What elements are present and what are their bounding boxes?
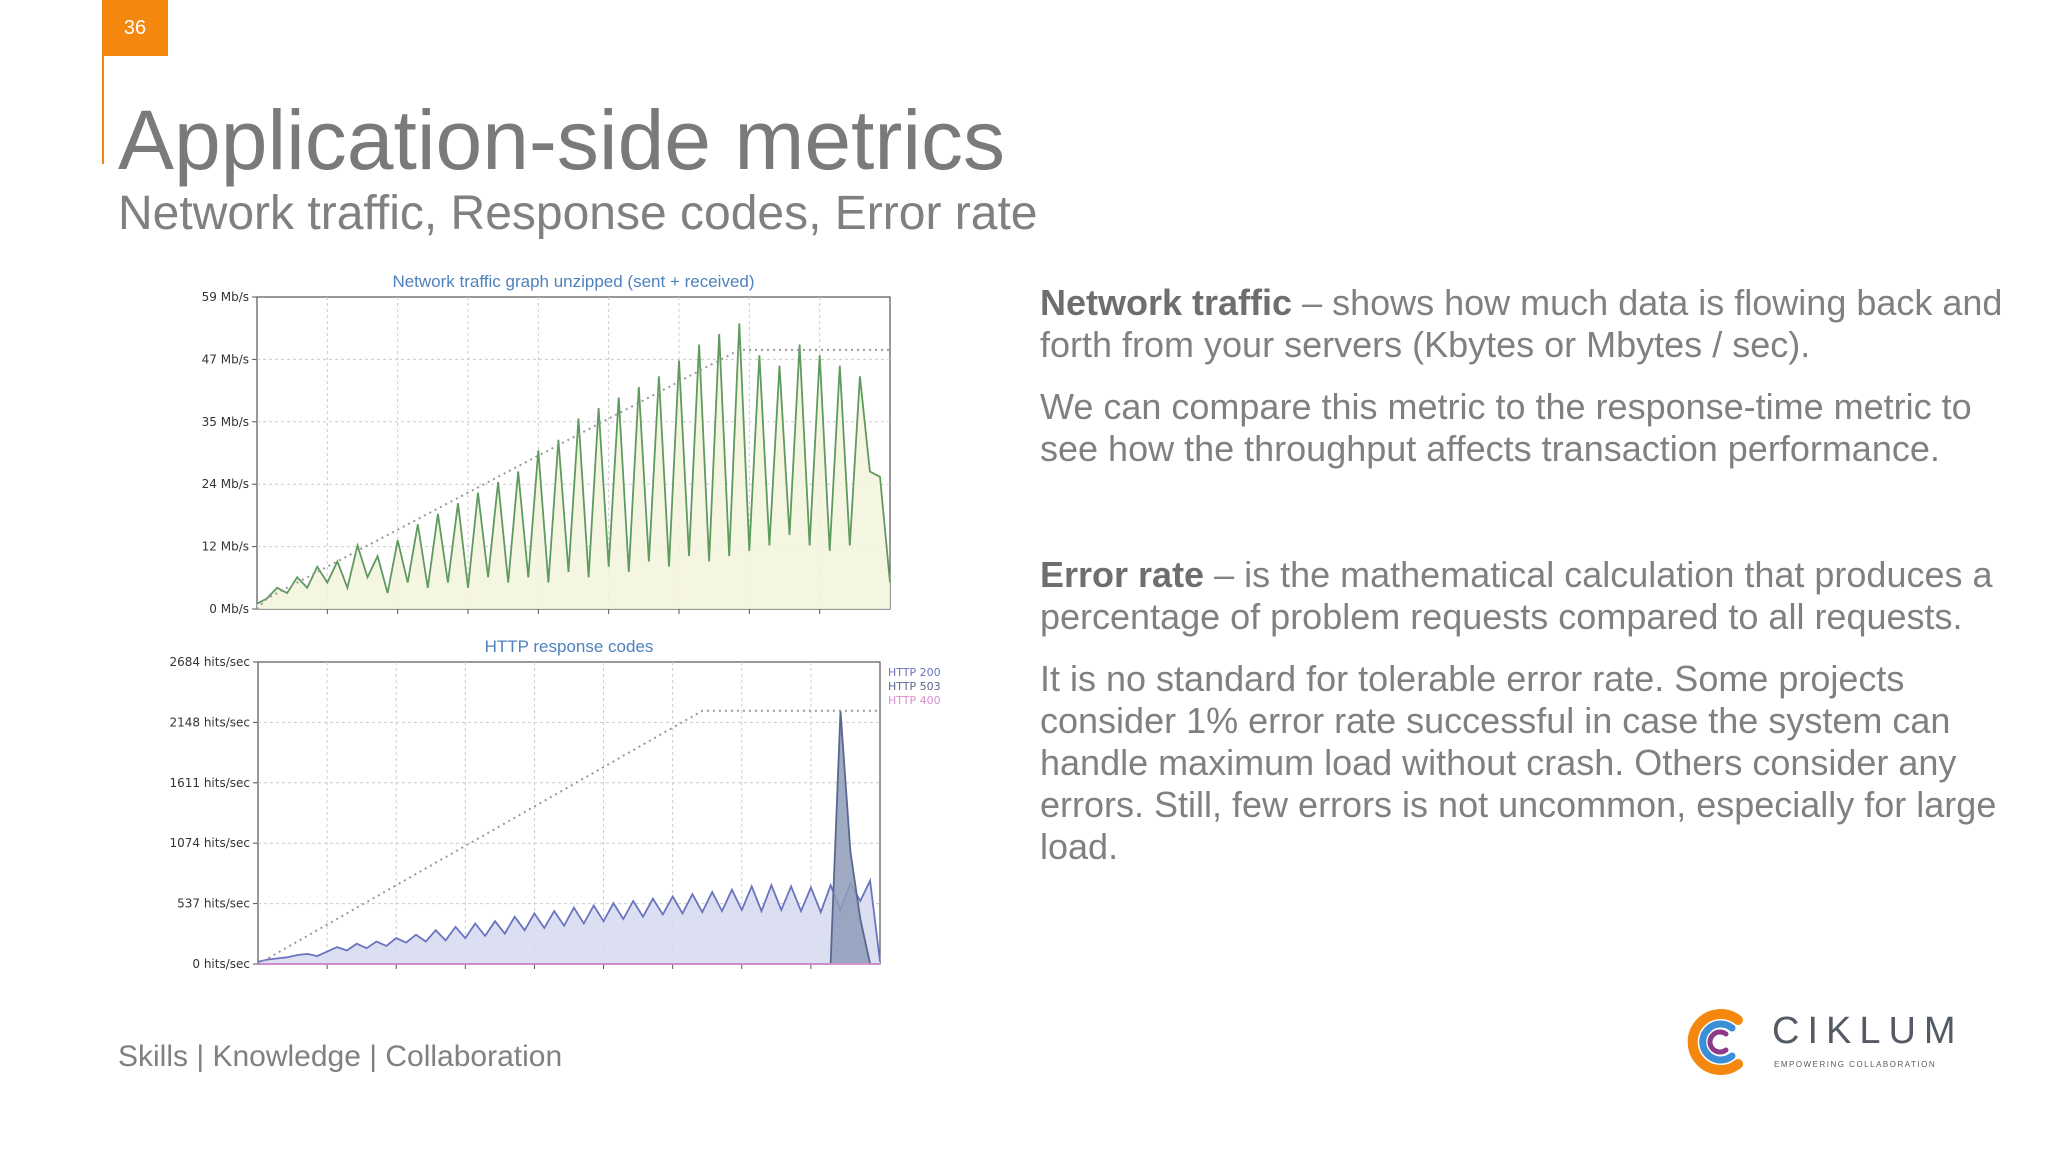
network-traffic-paragraph: Network traffic – shows how much data is… (1040, 282, 2020, 366)
y-tick-label: 1074 hits/sec (169, 836, 250, 850)
network-traffic-description: – shows how much data is flowing back an… (1040, 282, 2003, 365)
page-number-badge: 36 (102, 0, 168, 56)
network-traffic-chart: Network traffic graph unzipped (sent + r… (202, 272, 891, 616)
y-tick-label: 12 Mb/s (202, 540, 249, 554)
y-tick-label: 537 hits/sec (177, 897, 250, 911)
compare-paragraph: We can compare this metric to the respon… (1040, 386, 1972, 469)
y-tick-label: 0 Mb/s (209, 602, 249, 616)
http-response-codes-chart: HTTP response codes 0 hits/sec 537 hits/se… (169, 637, 941, 971)
y-tick-label: 0 hits/sec (192, 957, 250, 971)
logo-tagline: EMPOWERING COLLABORATION (1774, 1060, 1937, 1069)
y-tick-label: 24 Mb/s (202, 477, 249, 491)
error-rate-term: Error rate (1040, 554, 1205, 595)
accent-line (102, 56, 104, 164)
legend-entry: HTTP 200 (888, 666, 941, 679)
standard-paragraph: It is no standard for tolerable error ra… (1040, 658, 1997, 867)
y-tick-label: 35 Mb/s (202, 415, 249, 429)
chart-title: HTTP response codes (485, 637, 654, 656)
y-tick-label: 1611 hits/sec (169, 776, 250, 790)
legend-entry: HTTP 503 (888, 680, 941, 693)
y-tick-label: 2148 hits/sec (169, 715, 250, 729)
series-area (257, 323, 890, 609)
error-rate-description: – is the mathematical calculation that p… (1040, 554, 1993, 637)
slide-subtitle: Network traffic, Response codes, Error r… (118, 187, 1038, 240)
network-traffic-term: Network traffic (1040, 282, 1293, 323)
ciklum-c-logo-icon (1687, 1009, 1743, 1075)
series-line (256, 323, 891, 605)
ciklum-logo: CIKLUM EMPOWERING COLLABORATION (1680, 1002, 1960, 1086)
legend-entry: HTTP 400 (888, 694, 941, 707)
series-line (257, 877, 881, 963)
series-area (258, 880, 880, 964)
y-tick-label: 2684 hits/sec (169, 655, 250, 669)
charts-panel: Network traffic graph unzipped (sent + r… (140, 264, 980, 984)
error-rate-paragraph: Error rate – is the mathematical calcula… (1040, 554, 2020, 638)
threads-dotted-line (256, 348, 890, 610)
y-tick-label: 59 Mb/s (202, 290, 249, 304)
slide-title: Application-side metrics (118, 93, 1006, 187)
footer-tagline: Skills | Knowledge | Collaboration (118, 1040, 563, 1073)
y-tick-label: 47 Mb/s (202, 352, 249, 366)
text-panel: Network traffic – shows how much data is… (1040, 282, 2020, 868)
chart-title: Network traffic graph unzipped (sent + r… (392, 272, 754, 291)
logo-wordmark: CIKLUM (1772, 1010, 1964, 1052)
